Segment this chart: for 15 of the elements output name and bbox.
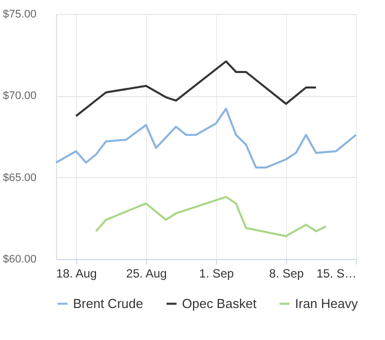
x-tick-label: 18. Aug <box>56 266 97 280</box>
legend-label: Opec Basket <box>182 296 257 311</box>
line-series <box>55 108 357 169</box>
legend-label: Iran Heavy <box>295 296 358 311</box>
y-tick-label: $75.00 <box>2 8 36 20</box>
line-series <box>95 196 327 238</box>
x-tick-label: 8. Sep <box>269 266 304 280</box>
y-tick-label: $60.00 <box>2 254 36 266</box>
y-tick-label: $65.00 <box>2 172 36 184</box>
y-tick-label: $70.00 <box>2 90 36 102</box>
x-tick-label: 25. Aug <box>126 266 167 280</box>
x-tick-label: 1. Sep <box>199 266 234 280</box>
x-tick-label: 15. S… <box>316 266 356 280</box>
line-series <box>75 60 317 118</box>
legend-label: Brent Crude <box>73 296 144 311</box>
